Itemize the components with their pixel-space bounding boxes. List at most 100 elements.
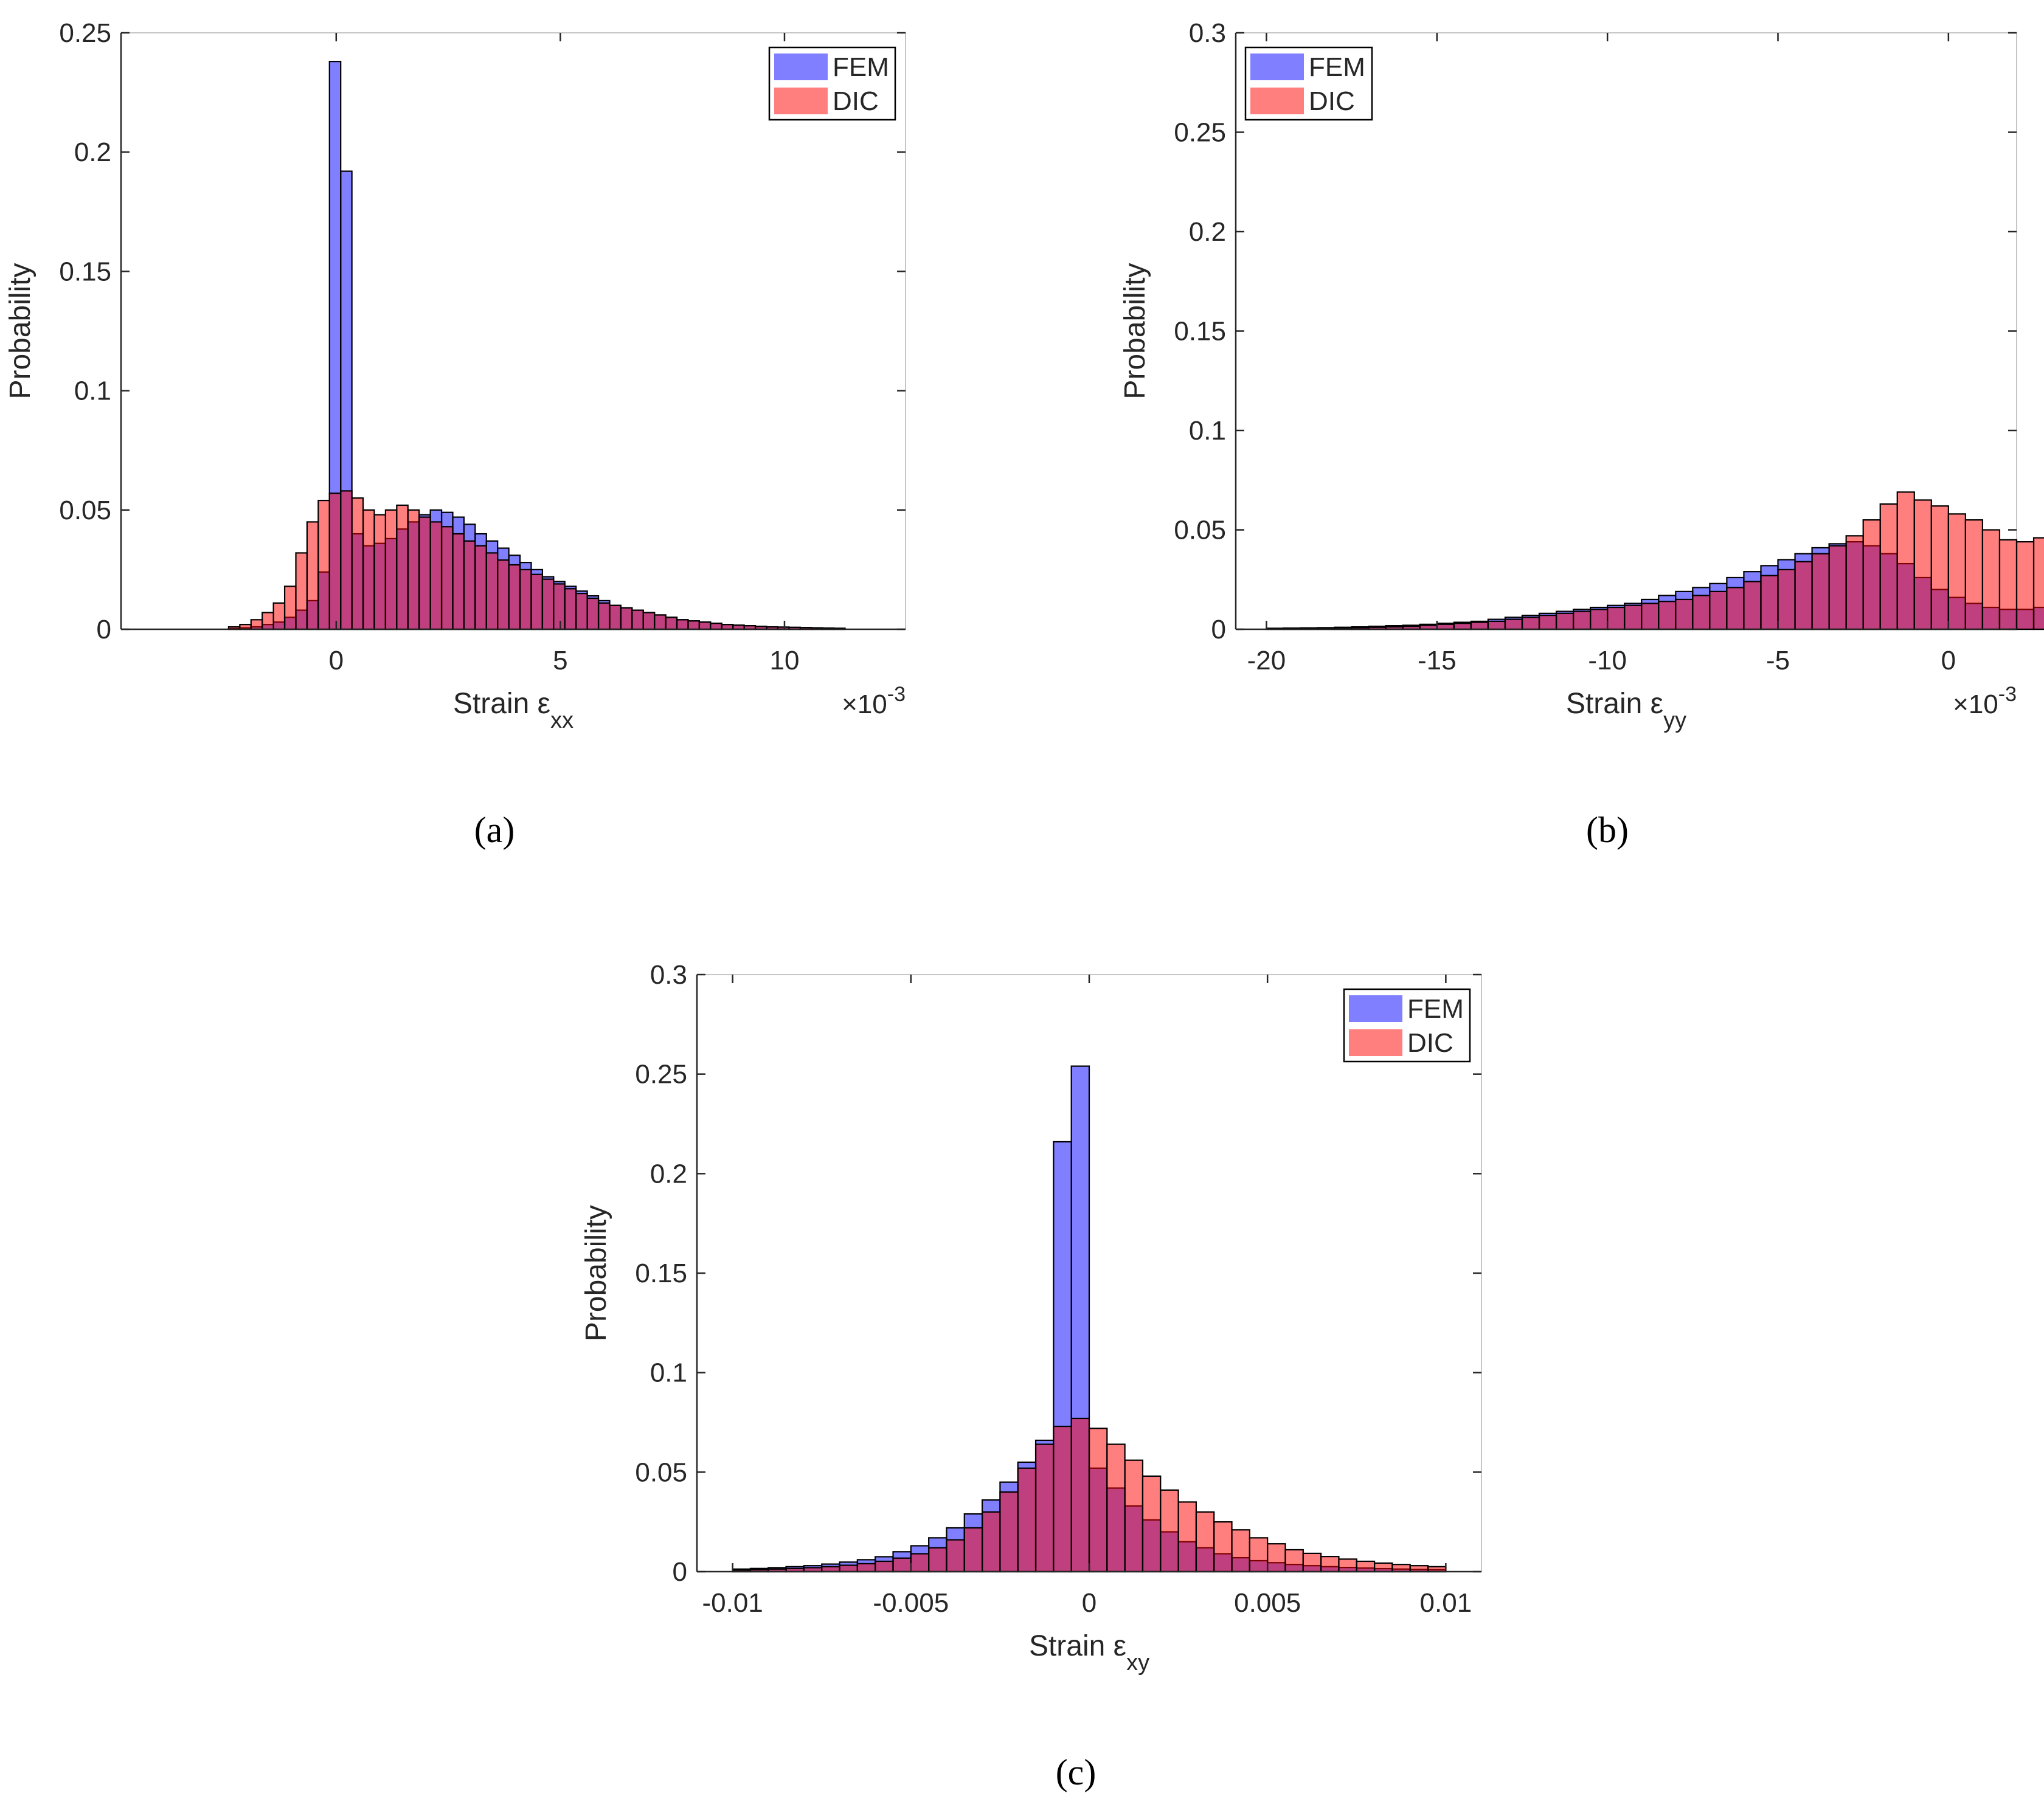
y-tick-label: 0.3 bbox=[1189, 18, 1226, 48]
dic-bar bbox=[1177, 1501, 1197, 1573]
dic-bar bbox=[564, 588, 577, 630]
dic-bar bbox=[946, 1539, 965, 1573]
dic-bar bbox=[1828, 545, 1847, 630]
x-exponent-base: ×10 bbox=[842, 689, 887, 719]
dic-bar bbox=[875, 1560, 894, 1573]
dic-bar bbox=[1284, 1549, 1304, 1573]
y-tick-label: 0.25 bbox=[1174, 118, 1226, 148]
panel-c-caption: (c) bbox=[1056, 1752, 1096, 1792]
series-dic bbox=[732, 1417, 1447, 1573]
legend: FEM DIC bbox=[768, 46, 896, 121]
dic-bar bbox=[1845, 535, 1864, 630]
dic-bar bbox=[283, 585, 297, 630]
dic-bar bbox=[1777, 568, 1796, 630]
dic-bar bbox=[928, 1547, 948, 1573]
legend-swatch-dic bbox=[1349, 1029, 1402, 1056]
dic-bar bbox=[687, 620, 701, 630]
dic-bar bbox=[1879, 503, 1898, 630]
dic-bar bbox=[553, 583, 566, 630]
dic-bar bbox=[1521, 617, 1540, 630]
y-tick-label: 0 bbox=[1211, 615, 1226, 644]
dic-bar bbox=[1213, 1521, 1233, 1573]
dic-bar bbox=[396, 504, 409, 630]
dic-bar bbox=[317, 499, 330, 630]
legend-label-dic: DIC bbox=[833, 86, 879, 116]
x-exponent-base: ×10 bbox=[1953, 689, 1998, 719]
legend-label-dic: DIC bbox=[1407, 1028, 1453, 1058]
y-tick-label: 0.1 bbox=[650, 1358, 687, 1388]
legend-label-fem: FEM bbox=[1407, 994, 1464, 1024]
dic-bar bbox=[1373, 1562, 1393, 1573]
dic-bar bbox=[999, 1491, 1019, 1573]
dic-bar bbox=[1356, 1560, 1376, 1573]
dic-bar bbox=[1572, 610, 1592, 630]
dic-bar bbox=[609, 604, 622, 630]
x-tick-label: 0 bbox=[1082, 1588, 1096, 1618]
dic-bar bbox=[1913, 499, 1932, 630]
x-axis-label-subscript: xx bbox=[550, 708, 573, 733]
dic-bar bbox=[272, 602, 286, 630]
dic-bar bbox=[262, 612, 274, 630]
dic-bar bbox=[1267, 1543, 1286, 1573]
dic-bar bbox=[631, 609, 644, 630]
dic-bar bbox=[1391, 1564, 1411, 1573]
dic-bar bbox=[963, 1527, 983, 1573]
dic-bar bbox=[910, 1553, 930, 1573]
plot-b: -20 -15 -10 -5 0 0 0.05 0.1 0.15 0.2 0.25 0.3 Strain… bbox=[1119, 18, 2044, 733]
dic-bar bbox=[856, 1563, 876, 1573]
dic-bar bbox=[1624, 604, 1643, 630]
y-tick-label: 0.3 bbox=[650, 960, 687, 990]
dic-bar bbox=[351, 497, 364, 630]
dic-bar bbox=[452, 533, 465, 630]
dic-bar bbox=[676, 619, 689, 630]
dic-bar bbox=[1409, 1565, 1429, 1573]
y-tick-label: 0.2 bbox=[650, 1159, 687, 1189]
x-tick-label: 5 bbox=[553, 646, 567, 675]
dic-bar bbox=[1947, 513, 1966, 630]
y-tick-label: 0.2 bbox=[1189, 217, 1226, 247]
dic-bar bbox=[1302, 1552, 1322, 1573]
dic-bar bbox=[1675, 598, 1694, 630]
dic-bar bbox=[463, 540, 476, 630]
dic-bar bbox=[384, 509, 398, 630]
x-axis-label-subscript: xy bbox=[1126, 1650, 1149, 1676]
dic-bar bbox=[1070, 1417, 1090, 1573]
dic-bar bbox=[1607, 606, 1626, 630]
y-axis-label: Probability bbox=[1119, 263, 1151, 399]
dic-bar bbox=[665, 617, 678, 630]
dic-bar bbox=[597, 602, 611, 630]
legend: FEM DIC bbox=[1244, 46, 1373, 121]
series-dic bbox=[1266, 491, 2044, 630]
dic-bar bbox=[328, 492, 342, 630]
x-axis-label-main: Strain ε bbox=[453, 688, 550, 720]
y-tick-label: 0.15 bbox=[59, 257, 111, 286]
dic-bar bbox=[1726, 587, 1745, 630]
dic-bar bbox=[1160, 1489, 1179, 1573]
dic-bar bbox=[1896, 491, 1915, 630]
x-exponent-label: ×10-3 bbox=[842, 683, 906, 719]
y-tick-label: 0 bbox=[97, 615, 111, 644]
legend-label-fem: FEM bbox=[1309, 52, 1365, 82]
x-exponent-power: -3 bbox=[887, 683, 906, 706]
y-tick-label: 0.2 bbox=[74, 137, 111, 167]
panel-b-chart: (b) bbox=[1586, 810, 1629, 850]
dic-bar bbox=[340, 490, 353, 630]
y-tick-label: 0.25 bbox=[59, 18, 111, 48]
dic-bar bbox=[1487, 620, 1506, 630]
dic-bar bbox=[440, 526, 454, 630]
y-tick-label: 0.1 bbox=[74, 376, 111, 406]
dic-bar bbox=[1088, 1428, 1108, 1573]
dic-bar bbox=[1743, 581, 1762, 630]
dic-bar bbox=[839, 1564, 858, 1573]
legend-swatch-fem bbox=[774, 54, 828, 80]
x-exponent-power: -3 bbox=[1998, 683, 2017, 706]
x-tick-label: -15 bbox=[1418, 646, 1457, 675]
x-axis-label-main: Strain ε bbox=[1029, 1630, 1126, 1662]
dic-bar bbox=[586, 597, 600, 630]
dic-bar bbox=[474, 545, 487, 630]
y-axis-label: Probability bbox=[4, 263, 36, 399]
plot-c: -0.01 -0.005 0 0.005 0.01 0 0.05 0.1 0.15 0.2 0.25… bbox=[580, 960, 1482, 1676]
dic-bar bbox=[485, 552, 499, 630]
dic-bar bbox=[1692, 595, 1711, 630]
